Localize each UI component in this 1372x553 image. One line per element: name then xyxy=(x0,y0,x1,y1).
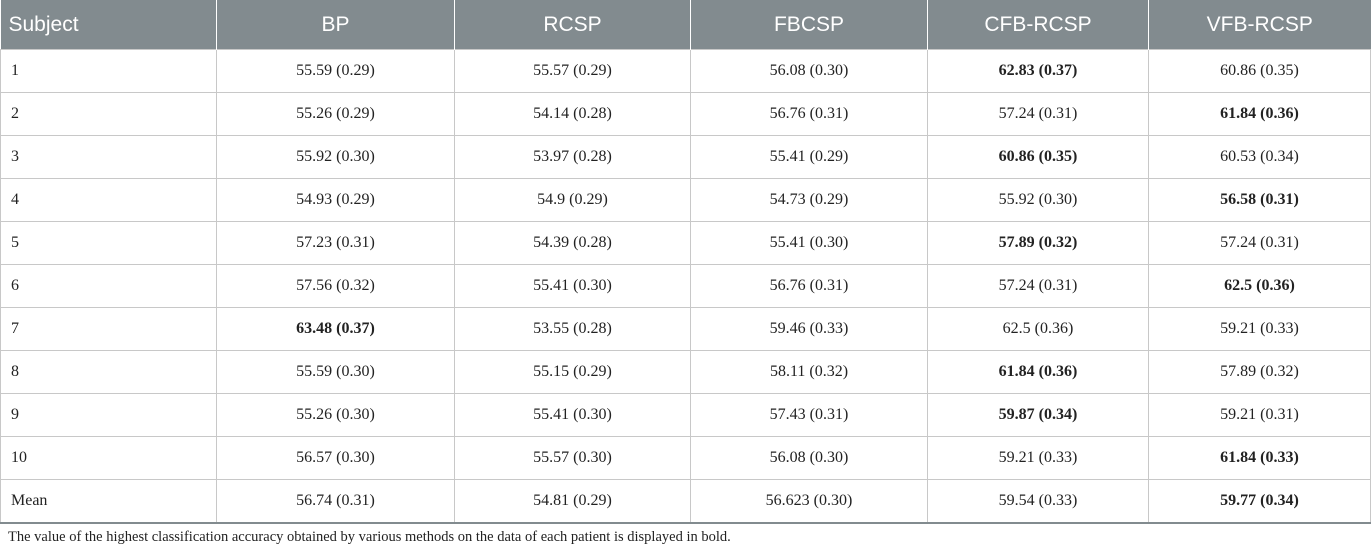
table-header: Subject BP RCSP FBCSP CFB-RCSP VFB-RCSP xyxy=(0,0,1371,50)
accuracy-cell: 54.14 (0.28) xyxy=(454,92,691,136)
accuracy-cell: 56.623 (0.30) xyxy=(690,479,928,524)
accuracy-cell: 56.08 (0.30) xyxy=(690,49,928,93)
accuracy-cell: 58.11 (0.32) xyxy=(690,350,928,394)
subject-cell: 4 xyxy=(0,178,217,222)
results-table: Subject BP RCSP FBCSP CFB-RCSP VFB-RCSP … xyxy=(0,0,1371,524)
subject-cell: 3 xyxy=(0,135,217,179)
table-row: 10 56.57 (0.30) 55.57 (0.30) 56.08 (0.30) 59… xyxy=(0,436,1371,480)
accuracy-cell: 56.74 (0.31) xyxy=(216,479,455,524)
table-row: 2 55.26 (0.29) 54.14 (0.28) 56.76 (0.31) 57.… xyxy=(0,92,1371,136)
accuracy-cell: 56.76 (0.31) xyxy=(690,264,928,308)
accuracy-cell: 54.9 (0.29) xyxy=(454,178,691,222)
accuracy-cell: 55.59 (0.30) xyxy=(216,350,455,394)
header-cfb-rcsp: CFB-RCSP xyxy=(927,0,1149,50)
accuracy-cell: 57.89 (0.32) xyxy=(927,221,1149,265)
subject-cell: 7 xyxy=(0,307,217,351)
table-row: 7 63.48 (0.37) 53.55 (0.28) 59.46 (0.33) 62.… xyxy=(0,307,1371,351)
header-rcsp: RCSP xyxy=(454,0,691,50)
accuracy-cell: 54.81 (0.29) xyxy=(454,479,691,524)
accuracy-cell: 57.89 (0.32) xyxy=(1148,350,1371,394)
accuracy-cell: 59.77 (0.34) xyxy=(1148,479,1371,524)
subject-cell: 2 xyxy=(0,92,217,136)
header-bp: BP xyxy=(216,0,455,50)
accuracy-cell: 53.97 (0.28) xyxy=(454,135,691,179)
accuracy-cell: 57.24 (0.31) xyxy=(1148,221,1371,265)
table-row: 3 55.92 (0.30) 53.97 (0.28) 55.41 (0.29) 60.… xyxy=(0,135,1371,179)
accuracy-cell: 62.5 (0.36) xyxy=(927,307,1149,351)
accuracy-cell: 57.24 (0.31) xyxy=(927,264,1149,308)
accuracy-cell: 55.57 (0.29) xyxy=(454,49,691,93)
accuracy-cell: 59.54 (0.33) xyxy=(927,479,1149,524)
accuracy-cell: 60.86 (0.35) xyxy=(927,135,1149,179)
table-row: Mean 56.74 (0.31) 54.81 (0.29) 56.623 (0.30… xyxy=(0,479,1371,524)
accuracy-cell: 59.21 (0.31) xyxy=(1148,393,1371,437)
accuracy-cell: 55.15 (0.29) xyxy=(454,350,691,394)
accuracy-cell: 60.53 (0.34) xyxy=(1148,135,1371,179)
accuracy-cell: 54.93 (0.29) xyxy=(216,178,455,222)
accuracy-cell: 60.86 (0.35) xyxy=(1148,49,1371,93)
accuracy-cell: 56.76 (0.31) xyxy=(690,92,928,136)
accuracy-cell: 61.84 (0.36) xyxy=(1148,92,1371,136)
table-row: 1 55.59 (0.29) 55.57 (0.29) 56.08 (0.30) 62.… xyxy=(0,49,1371,93)
header-subject: Subject xyxy=(0,0,217,50)
accuracy-cell: 59.21 (0.33) xyxy=(1148,307,1371,351)
accuracy-cell: 59.87 (0.34) xyxy=(927,393,1149,437)
subject-cell: 8 xyxy=(0,350,217,394)
accuracy-cell: 56.57 (0.30) xyxy=(216,436,455,480)
subject-cell: 1 xyxy=(0,49,217,93)
table-row: 8 55.59 (0.30) 55.15 (0.29) 58.11 (0.32) 61.… xyxy=(0,350,1371,394)
accuracy-cell: 57.24 (0.31) xyxy=(927,92,1149,136)
table-row: 5 57.23 (0.31) 54.39 (0.28) 55.41 (0.30) 57.… xyxy=(0,221,1371,265)
accuracy-cell: 55.41 (0.30) xyxy=(454,264,691,308)
header-row: Subject BP RCSP FBCSP CFB-RCSP VFB-RCSP xyxy=(0,0,1371,50)
accuracy-cell: 55.59 (0.29) xyxy=(216,49,455,93)
header-fbcsp: FBCSP xyxy=(690,0,928,50)
accuracy-cell: 56.58 (0.31) xyxy=(1148,178,1371,222)
accuracy-cell: 55.41 (0.30) xyxy=(690,221,928,265)
accuracy-cell: 55.92 (0.30) xyxy=(927,178,1149,222)
accuracy-cell: 62.83 (0.37) xyxy=(927,49,1149,93)
accuracy-cell: 61.84 (0.36) xyxy=(927,350,1149,394)
header-vfb-rcsp: VFB-RCSP xyxy=(1148,0,1371,50)
accuracy-cell: 55.26 (0.30) xyxy=(216,393,455,437)
accuracy-cell: 61.84 (0.33) xyxy=(1148,436,1371,480)
subject-cell: 6 xyxy=(0,264,217,308)
accuracy-cell: 55.26 (0.29) xyxy=(216,92,455,136)
accuracy-cell: 63.48 (0.37) xyxy=(216,307,455,351)
table-row: 9 55.26 (0.30) 55.41 (0.30) 57.43 (0.31) 59.… xyxy=(0,393,1371,437)
subject-cell: 5 xyxy=(0,221,217,265)
accuracy-cell: 56.08 (0.30) xyxy=(690,436,928,480)
accuracy-cell: 55.41 (0.29) xyxy=(690,135,928,179)
accuracy-cell: 54.73 (0.29) xyxy=(690,178,928,222)
subject-cell: Mean xyxy=(0,479,217,524)
accuracy-cell: 57.23 (0.31) xyxy=(216,221,455,265)
accuracy-cell: 53.55 (0.28) xyxy=(454,307,691,351)
table-row: 4 54.93 (0.29) 54.9 (0.29) 54.73 (0.29) 55.9… xyxy=(0,178,1371,222)
table-row: 6 57.56 (0.32) 55.41 (0.30) 56.76 (0.31) 57.… xyxy=(0,264,1371,308)
accuracy-cell: 62.5 (0.36) xyxy=(1148,264,1371,308)
accuracy-cell: 55.41 (0.30) xyxy=(454,393,691,437)
table-footnote: The value of the highest classification … xyxy=(8,529,731,545)
accuracy-cell: 55.92 (0.30) xyxy=(216,135,455,179)
subject-cell: 10 xyxy=(0,436,217,480)
accuracy-cell: 55.57 (0.30) xyxy=(454,436,691,480)
results-table-container: Subject BP RCSP FBCSP CFB-RCSP VFB-RCSP … xyxy=(0,0,1371,524)
accuracy-cell: 57.56 (0.32) xyxy=(216,264,455,308)
accuracy-cell: 54.39 (0.28) xyxy=(454,221,691,265)
accuracy-cell: 59.21 (0.33) xyxy=(927,436,1149,480)
table-body: 1 55.59 (0.29) 55.57 (0.29) 56.08 (0.30) 62.… xyxy=(0,49,1371,524)
subject-cell: 9 xyxy=(0,393,217,437)
accuracy-cell: 57.43 (0.31) xyxy=(690,393,928,437)
accuracy-cell: 59.46 (0.33) xyxy=(690,307,928,351)
